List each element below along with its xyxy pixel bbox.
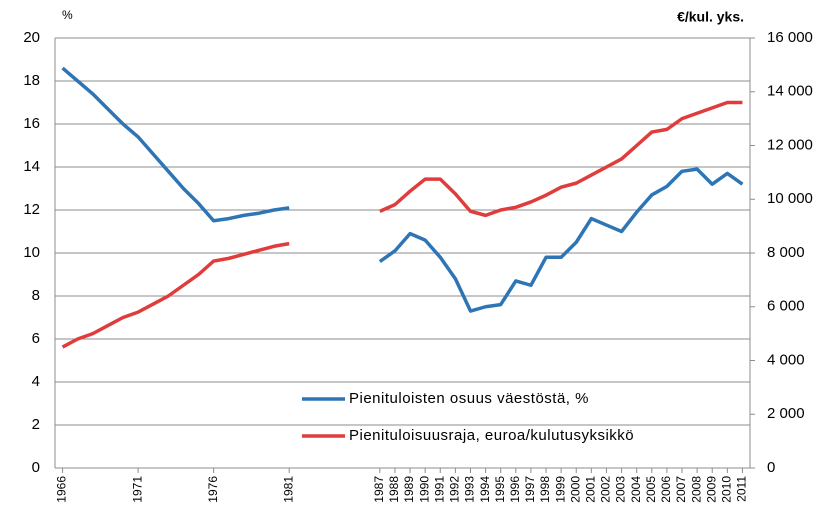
x-tick-label: 2007 <box>674 476 688 503</box>
y-tick-label: 16 <box>23 115 40 132</box>
x-tick-label: 1988 <box>387 476 401 503</box>
y2-tick-label: 16 000 <box>767 29 813 46</box>
y-tick-label: 8 <box>32 287 40 304</box>
y-tick-label: 18 <box>23 72 40 89</box>
y-tick-label: 14 <box>23 158 40 175</box>
y-tick-label: 20 <box>23 29 40 46</box>
x-tick-label: 2010 <box>720 476 734 503</box>
x-tick-label: 2001 <box>584 476 598 503</box>
x-tick-label: 2000 <box>568 476 582 503</box>
x-tick-label: 2006 <box>659 476 673 503</box>
x-tick-label: 2005 <box>644 476 658 503</box>
y2-tick-label: 14 000 <box>767 83 813 100</box>
x-tick-label: 1976 <box>206 476 220 503</box>
x-tick-label: 2009 <box>704 476 718 503</box>
y2-tick-label: 0 <box>767 459 775 476</box>
x-tick-label: 2004 <box>629 476 643 503</box>
x-tick-label: 1996 <box>508 476 522 503</box>
x-tick-label: 2003 <box>614 476 628 503</box>
y2-tick-label: 8 000 <box>767 244 805 261</box>
x-tick-label: 1990 <box>417 476 431 503</box>
y-axis-label: % <box>62 8 73 22</box>
y-tick-label: 10 <box>23 244 40 261</box>
y2-tick-label: 10 000 <box>767 190 813 207</box>
x-tick-label: 1994 <box>478 476 492 503</box>
x-tick-label: 1995 <box>493 476 507 503</box>
x-tick-label: 1987 <box>372 476 386 503</box>
x-tick-label: 1999 <box>553 476 567 503</box>
x-tick-label: 1997 <box>523 476 537 503</box>
x-tick-label: 1971 <box>130 476 144 503</box>
legend-label: Pienituloisten osuus väestöstä, % <box>349 390 589 407</box>
x-tick-label: 2002 <box>599 476 613 503</box>
x-tick-label: 1992 <box>448 476 462 503</box>
y2-tick-label: 2 000 <box>767 405 805 422</box>
x-tick-label: 1966 <box>55 476 69 503</box>
x-tick-label: 1989 <box>402 476 416 503</box>
y-tick-label: 2 <box>32 416 40 433</box>
x-tick-label: 1993 <box>463 476 477 503</box>
x-tick-label: 1998 <box>538 476 552 503</box>
x-tick-label: 2008 <box>689 476 703 503</box>
series-line <box>61 100 743 349</box>
y2-axis-label: €/kul. yks. <box>677 9 744 25</box>
y-tick-label: 0 <box>32 459 40 476</box>
series-line <box>61 66 744 313</box>
y2-tick-label: 6 000 <box>767 298 805 315</box>
y-tick-label: 12 <box>23 201 40 218</box>
legend-label: Pienituloisuusraja, euroa/kulutusyksikkö <box>349 427 634 444</box>
x-tick-label: 2011 <box>735 476 749 502</box>
y-tick-label: 4 <box>32 373 40 390</box>
x-tick-label: 1991 <box>432 476 446 503</box>
y-tick-label: 6 <box>32 330 40 347</box>
y2-tick-label: 12 000 <box>767 136 813 153</box>
y2-tick-label: 4 000 <box>767 351 805 368</box>
x-tick-label: 1981 <box>281 476 295 503</box>
